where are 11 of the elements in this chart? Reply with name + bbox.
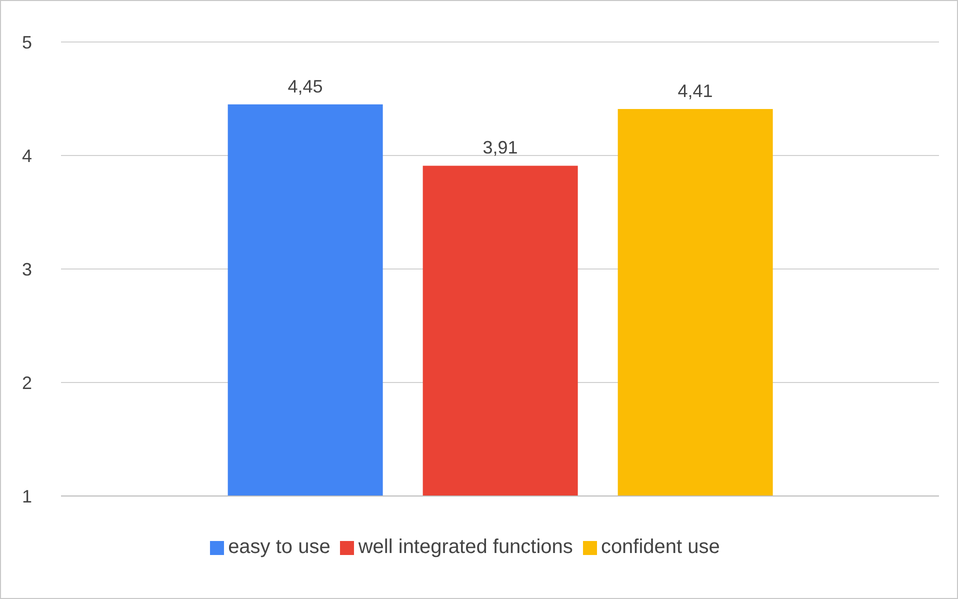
legend-label: confident use (600, 536, 720, 558)
y-tick-label: 3 (22, 259, 32, 280)
y-tick-label: 5 (22, 32, 32, 52)
y-tick-label: 2 (22, 372, 32, 393)
legend-label: well integrated functions (358, 536, 573, 558)
data-label: 4,45 (288, 76, 323, 96)
y-tick-label: 1 (22, 486, 32, 506)
y-tick-label: 4 (22, 146, 32, 166)
data-label: 3,91 (482, 138, 518, 158)
legend-label: easy to use (228, 536, 330, 558)
data-label: 4,41 (678, 80, 713, 101)
